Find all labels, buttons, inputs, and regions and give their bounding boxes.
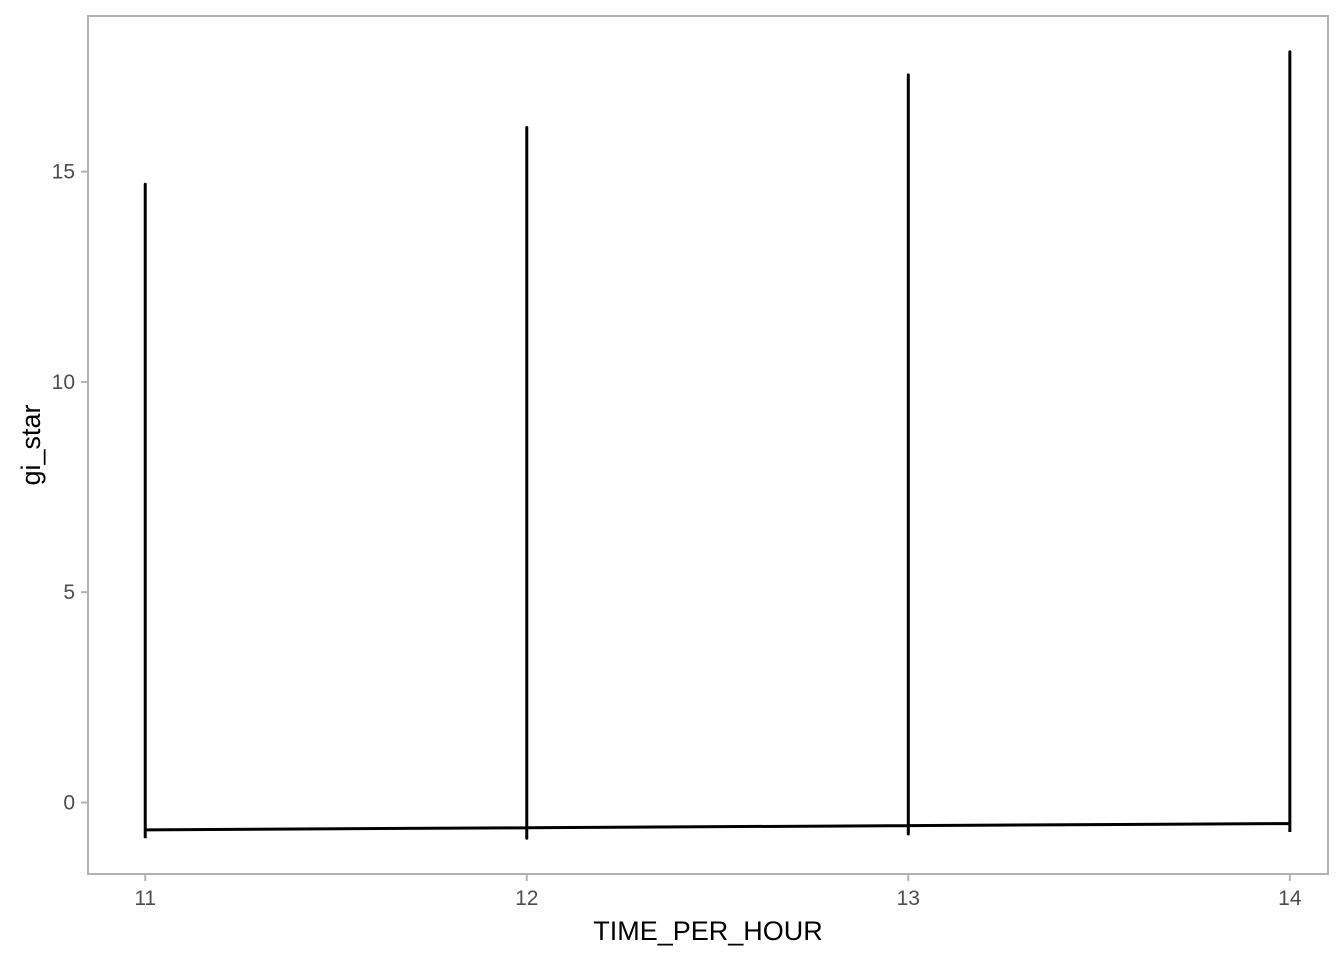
x-tick-label: 14 [1278,887,1302,910]
y-axis-title: gi_star [16,404,46,485]
series-line [143,50,1292,840]
y-tick-label: 0 [63,792,75,815]
x-tick-label: 11 [134,887,156,910]
y-tick-label: 15 [52,161,75,184]
series-layer [143,50,1292,840]
x-axis-ticks: 11 12 13 14 [134,874,1302,910]
x-tick-label: 12 [515,887,538,910]
plot-panel-border [87,15,1329,875]
y-tick-label: 10 [52,371,75,394]
x-axis-title: TIME_PER_HOUR [593,916,823,946]
y-axis-ticks: 0 5 10 15 [52,161,88,815]
y-tick-label: 5 [63,581,75,604]
x-tick-label: 13 [897,887,920,910]
